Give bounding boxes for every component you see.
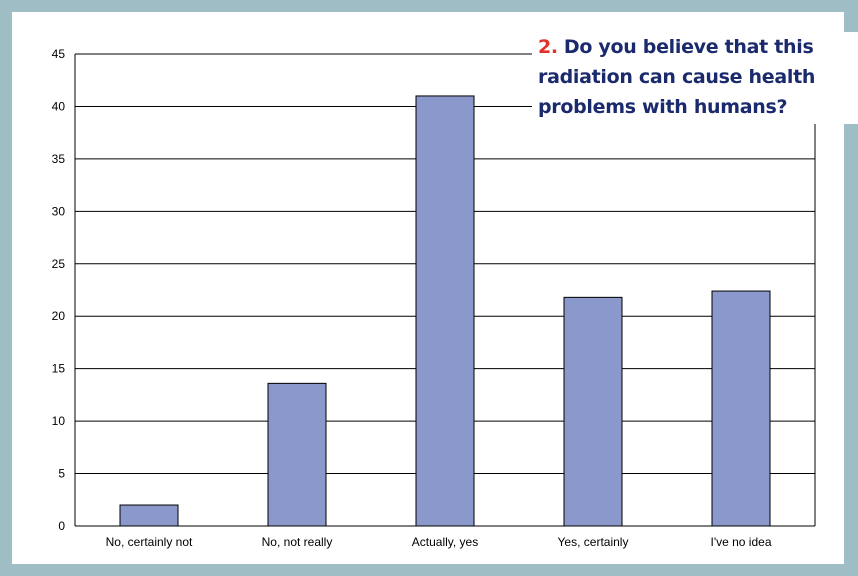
x-tick-label: Actually, yes [412, 535, 478, 549]
x-tick-label: No, certainly not [106, 535, 193, 549]
question-box: 2. Do you believe that this radiation can… [532, 32, 858, 124]
y-tick-label: 30 [52, 204, 66, 218]
y-tick-label: 15 [52, 362, 66, 376]
bar [415, 95, 475, 527]
y-tick-label: 40 [52, 99, 66, 113]
y-tick-label: 0 [58, 519, 65, 533]
bar [711, 290, 771, 527]
x-tick-label: Yes, certainly [558, 535, 629, 549]
y-tick-label: 20 [52, 309, 66, 323]
bar [119, 504, 179, 527]
question-number: 2. [538, 36, 558, 58]
x-tick-label: No, not really [262, 535, 333, 549]
bar [267, 382, 327, 527]
y-tick-label: 45 [52, 47, 66, 61]
y-tick-label: 5 [58, 467, 65, 481]
y-tick-label: 35 [52, 152, 66, 166]
chart-panel: 0 5 10 15 20 25 30 35 40 45 No, certainly not No, n… [12, 12, 858, 564]
bar [563, 296, 623, 527]
y-tick-label: 10 [52, 414, 66, 428]
x-tick-label: I've no idea [710, 535, 771, 549]
question-text: Do you believe that this radiation can c… [538, 36, 816, 118]
bar-chart: 0 5 10 15 20 25 30 35 40 45 No, certainly not No, n… [52, 47, 816, 549]
y-tick-label: 25 [52, 257, 66, 271]
